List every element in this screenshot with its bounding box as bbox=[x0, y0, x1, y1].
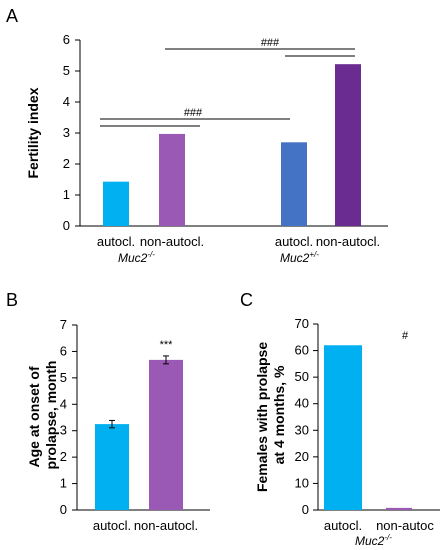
panel-a-tick-label: 1 bbox=[63, 187, 70, 202]
panel-c-categories: autocl. non-autoc bbox=[324, 518, 435, 533]
panel-a: A Fertility index 0 1 2 3 4 5 6 ### ### autocl.… bbox=[6, 6, 388, 265]
panel-c-y-axis-title: Females with prolapse at 4 months, % bbox=[254, 338, 287, 492]
panel-c-tick-label: 50 bbox=[295, 369, 309, 384]
panel-b-tick-label: 0 bbox=[60, 502, 67, 517]
panel-a-category-label: autocl. bbox=[97, 234, 135, 249]
panel-c-letter: C bbox=[240, 290, 253, 310]
panel-b-tick-label: 2 bbox=[60, 449, 67, 464]
panel-c-tick-label: 10 bbox=[295, 475, 309, 490]
panel-a-bar bbox=[281, 142, 307, 226]
panel-b-bars: *** bbox=[95, 339, 183, 510]
panel-c-tick-label: 60 bbox=[295, 343, 309, 358]
panel-a-group-2: Muc2+/- bbox=[280, 250, 319, 265]
panel-a-group-1: Muc2-/- bbox=[118, 250, 155, 265]
panel-a-tick-label: 5 bbox=[63, 63, 70, 78]
panel-a-bars bbox=[103, 64, 361, 227]
panel-a-category-label: autocl. bbox=[275, 234, 313, 249]
panel-a-bar bbox=[335, 64, 361, 227]
panel-c-bars: # bbox=[324, 330, 412, 510]
panel-c-bar bbox=[324, 345, 362, 510]
panel-a-significance-label: ### bbox=[184, 107, 203, 119]
panel-b-tick-label: 1 bbox=[60, 476, 67, 491]
panel-a-y-axis-title: Fertility index bbox=[25, 87, 41, 178]
panel-b-tick-label: 7 bbox=[60, 317, 67, 332]
panel-b-y-ticks: 0 1 2 3 4 5 6 7 bbox=[60, 317, 77, 517]
panel-c-y-ticks: 0 10 20 30 40 50 60 70 bbox=[295, 316, 318, 517]
panel-a-brackets: ### ### bbox=[100, 37, 355, 127]
panel-a-y-ticks: 0 1 2 3 4 5 6 bbox=[63, 32, 80, 233]
panel-b-category-label: non-autocl. bbox=[134, 518, 198, 533]
panel-b-categories: autocl. non-autocl. bbox=[93, 518, 198, 533]
panel-a-significance-label: ### bbox=[261, 37, 280, 49]
panel-c-group: Muc2-/- bbox=[355, 533, 392, 548]
panel-c-tick-label: 20 bbox=[295, 449, 309, 464]
panel-c-category-label: non-autoc bbox=[376, 518, 434, 533]
panel-a-category-label: non-autocl. bbox=[316, 234, 380, 249]
panel-c-bar bbox=[386, 507, 412, 510]
panel-a-tick-label: 3 bbox=[63, 125, 70, 140]
panel-b-letter: B bbox=[6, 290, 18, 310]
panel-b-tick-label: 5 bbox=[60, 370, 67, 385]
panel-c-y-axis-title-line2: at 4 months, % bbox=[271, 365, 287, 464]
panel-b-y-axis-title-line1: Age at onset of bbox=[26, 366, 42, 467]
panel-c-tick-label: 70 bbox=[295, 316, 309, 331]
panel-b-tick-label: 3 bbox=[60, 423, 67, 438]
panel-b-y-axis-title: Age at onset of prolapse, month bbox=[26, 361, 59, 470]
panel-b-bar bbox=[149, 359, 183, 510]
panel-c: C Females with prolapse at 4 months, % 0… bbox=[240, 290, 440, 548]
panel-a-tick-label: 0 bbox=[63, 218, 70, 233]
panel-a-category-label: non-autocl. bbox=[140, 234, 204, 249]
panel-b-tick-label: 6 bbox=[60, 343, 67, 358]
panel-b-bar bbox=[95, 424, 129, 510]
panel-c-tick-label: 40 bbox=[295, 396, 309, 411]
panel-a-tick-label: 6 bbox=[63, 32, 70, 47]
panel-b-category-label: autocl. bbox=[93, 518, 131, 533]
panel-c-significance-label: # bbox=[402, 330, 409, 342]
panel-a-tick-label: 4 bbox=[63, 94, 70, 109]
panel-a-categories: autocl. non-autocl. autocl. non-autocl. bbox=[97, 234, 380, 249]
panel-a-letter: A bbox=[6, 6, 18, 26]
panel-b-tick-label: 4 bbox=[60, 396, 67, 411]
panel-c-category-label: autocl. bbox=[324, 518, 362, 533]
panel-a-bar bbox=[103, 181, 129, 226]
panel-b-significance-label: *** bbox=[160, 339, 174, 351]
panel-c-y-axis-title-line1: Females with prolapse bbox=[254, 342, 270, 492]
panel-a-tick-label: 2 bbox=[63, 156, 70, 171]
panel-c-tick-label: 30 bbox=[295, 422, 309, 437]
panel-c-tick-label: 0 bbox=[302, 502, 309, 517]
panel-b: B Age at onset of prolapse, month 0 1 2 3 4 5… bbox=[6, 290, 210, 533]
panel-b-y-axis-title-line2: prolapse, month bbox=[43, 361, 59, 470]
panel-a-bar bbox=[159, 133, 185, 226]
